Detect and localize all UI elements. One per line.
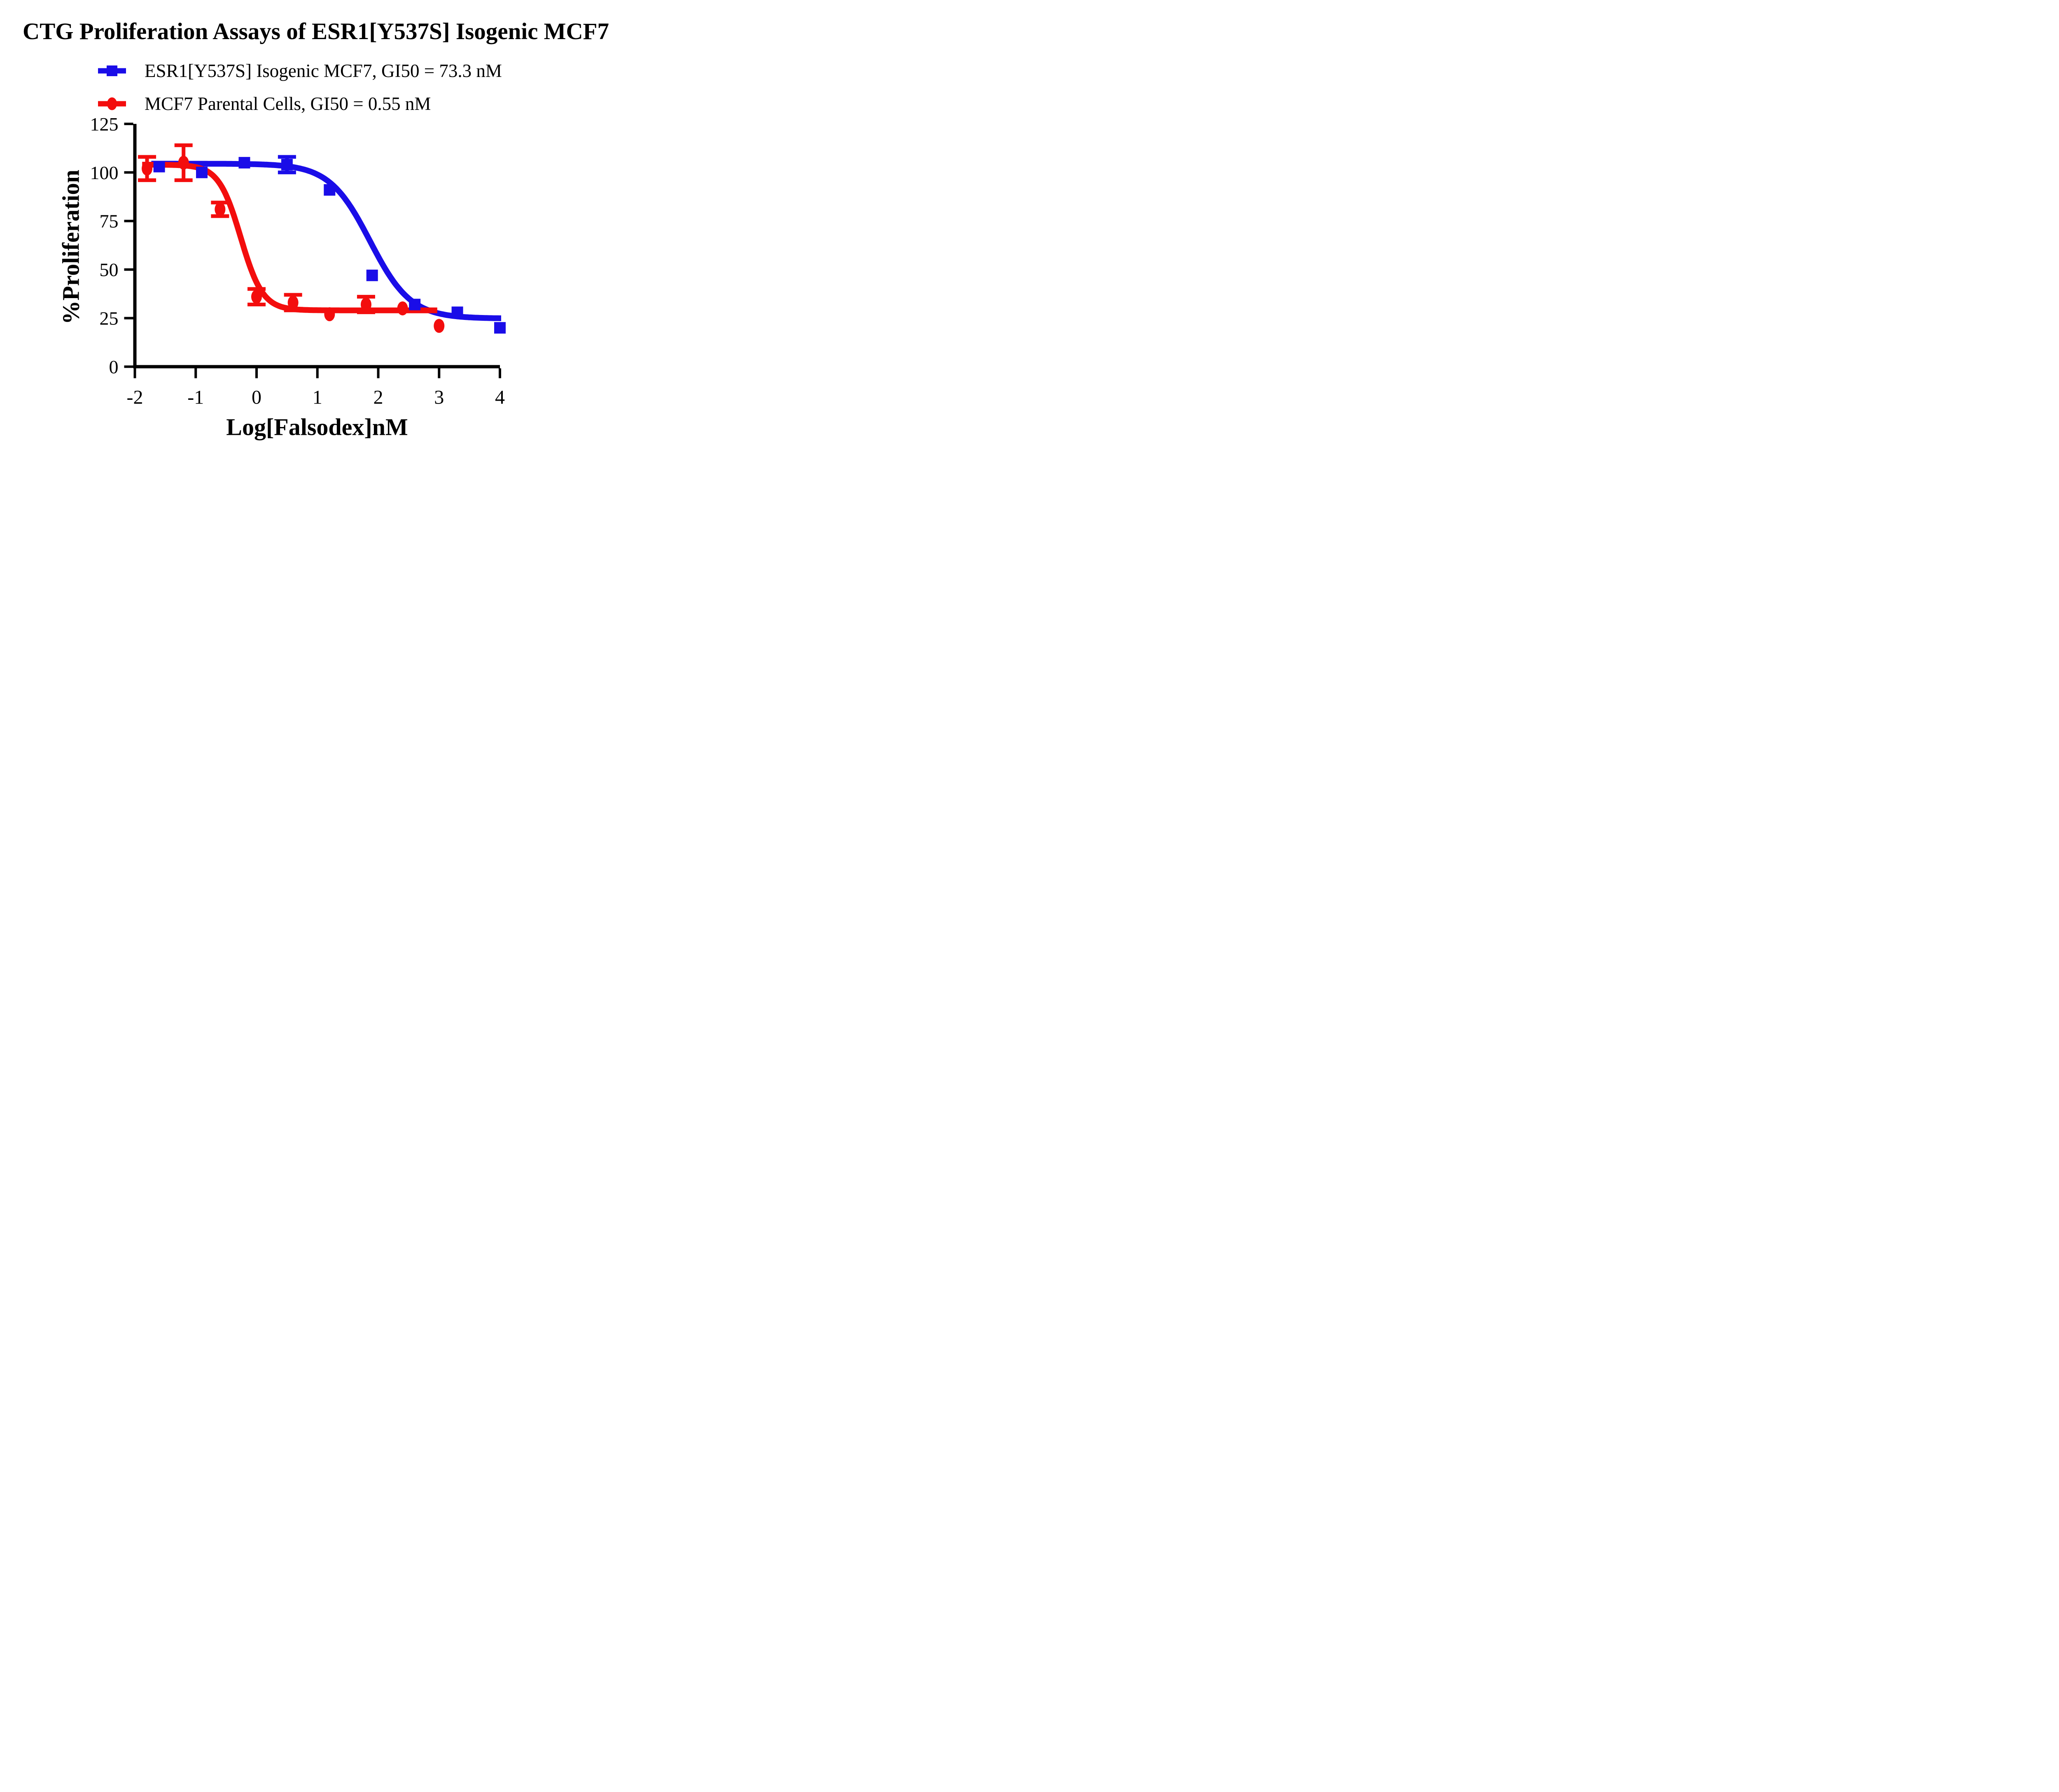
legend-label-mcf7: MCF7 Parental Cells, GI50 = 0.55 nM	[145, 93, 431, 114]
x-tick-label: -2	[127, 387, 143, 408]
fit-curve-0	[151, 161, 501, 321]
data-point-mcf7-parental-cells	[251, 289, 262, 304]
plot-svg: 0 25 50 75 100 125 -2 -1 0 1 2 3 4	[90, 114, 506, 408]
data-point-mcf7-parental-cells	[360, 297, 371, 312]
data-point-esr1-y537s-isogenic-mcf7	[196, 166, 208, 178]
legend-square-marker-icon	[98, 65, 126, 76]
y-axis-label: %Proliferation	[57, 170, 84, 324]
data-point-esr1-y537s-isogenic-mcf7	[409, 299, 421, 310]
x-axis-label: Log[Falsodex]nM	[226, 413, 408, 441]
y-tick-label: 25	[100, 308, 119, 329]
data-point-mcf7-parental-cells	[324, 307, 335, 322]
chart-title: CTG Proliferation Assays of ESR1[Y537S] …	[23, 19, 609, 44]
data-point-esr1-y537s-isogenic-mcf7	[451, 306, 463, 318]
data-point-mcf7-parental-cells	[142, 161, 153, 176]
data-point-mcf7-parental-cells	[397, 301, 408, 315]
data-point-mcf7-parental-cells	[215, 202, 226, 217]
axes-frame	[133, 124, 500, 369]
legend-item-esr1: ESR1[Y537S] Isogenic MCF7, GI50 = 73.3 n…	[98, 54, 502, 87]
y-tick-label: 125	[90, 114, 119, 135]
data-point-mcf7-parental-cells	[287, 295, 299, 310]
legend-label-esr1: ESR1[Y537S] Isogenic MCF7, GI50 = 73.3 n…	[145, 61, 502, 81]
data-point-esr1-y537s-isogenic-mcf7	[153, 161, 165, 173]
data-point-esr1-y537s-isogenic-mcf7	[238, 157, 250, 169]
legend-circle-marker-icon	[98, 97, 126, 110]
x-tick-label: -1	[187, 387, 204, 408]
x-tick-label: 1	[313, 387, 322, 408]
x-tick-label: 0	[252, 387, 261, 408]
data-point-esr1-y537s-isogenic-mcf7	[366, 269, 378, 281]
figure: CTG Proliferation Assays of ESR1[Y537S] …	[0, 0, 632, 448]
x-tick-label: 2	[374, 387, 383, 408]
data-point-esr1-y537s-isogenic-mcf7	[281, 159, 293, 170]
data-point-mcf7-parental-cells	[178, 156, 189, 170]
legend: ESR1[Y537S] Isogenic MCF7, GI50 = 73.3 n…	[98, 54, 502, 120]
data-point-esr1-y537s-isogenic-mcf7	[494, 322, 506, 334]
data-point-mcf7-parental-cells	[434, 319, 445, 333]
y-tick-label: 100	[90, 162, 119, 183]
fit-curve-1	[142, 161, 437, 313]
data-point-esr1-y537s-isogenic-mcf7	[324, 184, 336, 196]
y-tick-label: 0	[109, 357, 119, 378]
y-tick-label: 75	[100, 211, 119, 232]
x-tick-label: 3	[434, 387, 444, 408]
y-tick-label: 50	[100, 259, 119, 280]
legend-item-mcf7: MCF7 Parental Cells, GI50 = 0.55 nM	[98, 87, 502, 120]
x-tick-label: 4	[495, 387, 505, 408]
